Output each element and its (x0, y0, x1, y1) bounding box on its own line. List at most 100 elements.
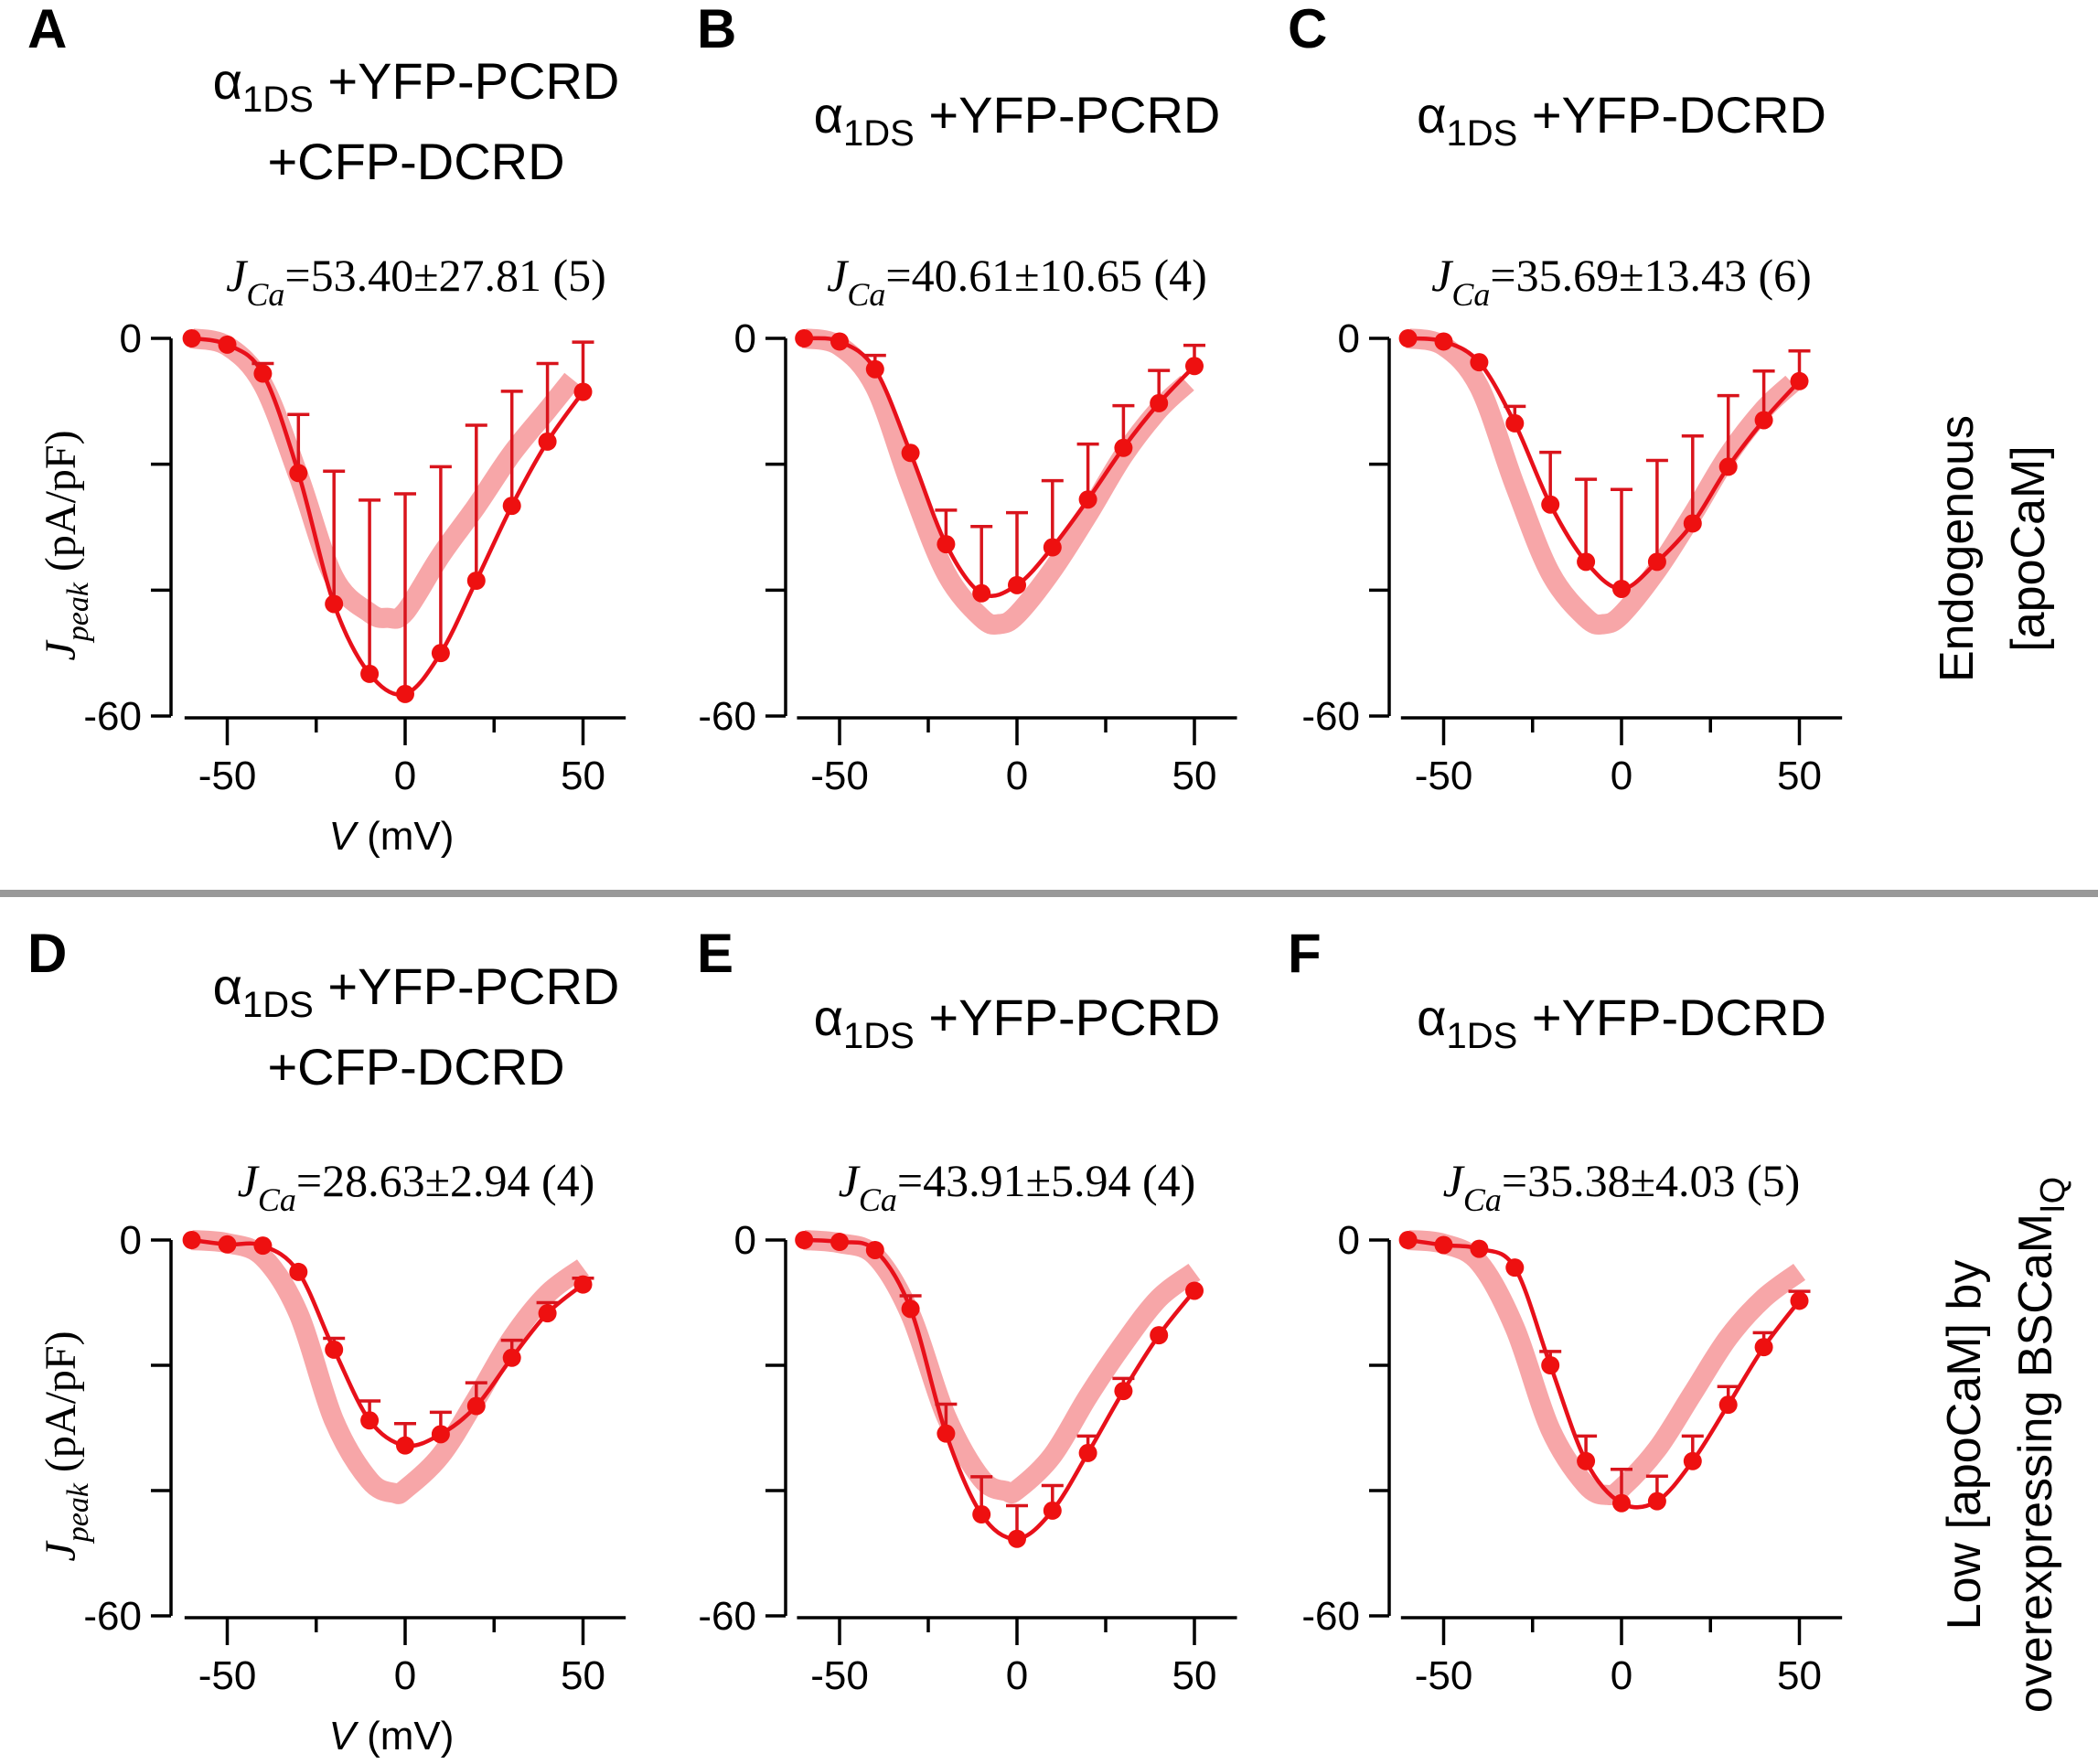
x-tick-label: -50 (810, 754, 869, 798)
data-point (289, 464, 308, 483)
data-point (1683, 514, 1702, 533)
jca-annotation: JCa=35.38±4.03 (5) (1443, 1155, 1801, 1218)
row-label-bottom-line2-sub: IQ (2034, 1177, 2072, 1213)
data-point (1647, 1491, 1666, 1511)
data-point (218, 1235, 237, 1254)
data-point (865, 359, 884, 379)
y-tick-label: 0 (734, 316, 756, 361)
data-point (1718, 1395, 1738, 1415)
y-axis-subscript: peak (61, 1482, 95, 1544)
data-point (502, 497, 521, 516)
data-point (1790, 1291, 1809, 1310)
data-point (396, 684, 414, 703)
alpha-subscript: 1DS (242, 985, 314, 1025)
y-tick-label: 0 (1338, 316, 1360, 361)
condition-title: α1DS +YFP-DCRD (1417, 989, 1826, 1056)
panel-letter: E (697, 923, 733, 984)
condition-construct: +YFP-PCRD (314, 52, 620, 110)
data-point (1647, 552, 1666, 572)
data-point (1718, 457, 1738, 476)
y-tick-label: -60 (698, 694, 756, 739)
row-label-top-line2: [apoCaM] (2002, 445, 2055, 651)
jca-annotation: JCa=53.40±27.81 (5) (226, 250, 606, 313)
data-point (1505, 413, 1525, 433)
data-point (1683, 1451, 1702, 1470)
data-point (1754, 1338, 1773, 1357)
data-point (573, 1275, 593, 1294)
x-tick-label: 50 (561, 1653, 605, 1698)
condition-construct: +YFP-PCRD (915, 86, 1221, 144)
jca-symbol: J (1431, 250, 1454, 301)
alpha-symbol: α (814, 989, 843, 1046)
panel-letter: A (27, 0, 67, 59)
y-axis-title: Jpeak (pA/pF) (37, 430, 95, 660)
condition-construct: +YFP-PCRD (314, 957, 620, 1015)
jca-subscript: Ca (1463, 1181, 1502, 1218)
data-point (1398, 329, 1418, 347)
x-tick-label: -50 (198, 754, 257, 798)
x-tick-label: 0 (1006, 1653, 1028, 1698)
x-tick-label: -50 (810, 1653, 869, 1698)
y-axis-var: J (37, 1540, 85, 1562)
data-point (830, 332, 849, 351)
data-point (972, 1505, 991, 1524)
data-point (865, 1240, 884, 1259)
y-axis-var: J (37, 639, 85, 661)
data-point (1470, 353, 1489, 372)
data-point (466, 572, 486, 591)
data-point (538, 432, 557, 451)
condition-title-line2: +CFP-DCRD (267, 133, 564, 190)
data-point (325, 594, 344, 614)
reference-curve (801, 328, 1194, 636)
data-point (573, 382, 593, 401)
y-tick-label: 0 (734, 1218, 756, 1263)
jca-value: =35.38±4.03 (5) (1502, 1155, 1800, 1206)
data-point (1150, 393, 1169, 412)
y-tick-label: 0 (1338, 1218, 1360, 1263)
data-point (1008, 1529, 1026, 1548)
x-tick-label: 0 (394, 754, 416, 798)
x-tick-label: -50 (198, 1653, 257, 1698)
condition-title-line2: +CFP-DCRD (267, 1038, 564, 1096)
jca-subscript: Ca (246, 276, 284, 313)
data-point (1541, 1356, 1560, 1374)
data-point (218, 335, 237, 354)
y-axis-subscript: peak (61, 582, 95, 643)
row-label-bottom: Low [apoCaM] by overexpressing BSCaMIQ (1938, 1177, 2072, 1713)
data-point (360, 1411, 380, 1430)
x-axis-title: V (mV) (329, 814, 455, 859)
alpha-symbol: α (1417, 86, 1446, 144)
data-point (972, 583, 991, 603)
y-tick-label: 0 (120, 1218, 142, 1263)
alpha-symbol: α (814, 86, 843, 144)
jca-symbol: J (226, 250, 249, 301)
data-point (1398, 1231, 1418, 1249)
jca-annotation: JCa=35.69±13.43 (6) (1431, 250, 1812, 313)
jca-subscript: Ca (1451, 276, 1490, 313)
condition-title: α1DS +YFP-PCRD (213, 957, 620, 1025)
jca-subscript: Ca (847, 276, 885, 313)
data-point (538, 1304, 557, 1323)
jca-value: =43.91±5.94 (4) (897, 1155, 1195, 1206)
alpha-symbol: α (213, 52, 242, 110)
data-point (830, 1233, 849, 1252)
row-label-bottom-line2: overexpressing BSCaMIQ (2009, 1177, 2072, 1713)
y-tick-label: -60 (83, 694, 142, 739)
alpha-subscript: 1DS (1446, 1016, 1517, 1056)
data-point (1008, 575, 1026, 594)
panel-letter: D (27, 923, 67, 984)
condition-title: α1DS +YFP-PCRD (213, 52, 620, 120)
jca-value: =28.63±2.94 (4) (296, 1155, 594, 1206)
jca-annotation: JCa=40.61±10.65 (4) (827, 250, 1207, 313)
panel-letter: F (1288, 923, 1322, 984)
row-label-bottom-line1: Low [apoCaM] by (1938, 1260, 1991, 1630)
alpha-subscript: 1DS (1446, 113, 1517, 154)
jca-symbol: J (839, 1155, 862, 1206)
row-label-bottom-line2-main: overexpressing BSCaM (2009, 1213, 2062, 1713)
data-point (253, 1236, 273, 1256)
data-point (325, 1340, 344, 1359)
x-tick-label: 50 (1172, 1653, 1217, 1698)
data-point (1577, 552, 1596, 572)
